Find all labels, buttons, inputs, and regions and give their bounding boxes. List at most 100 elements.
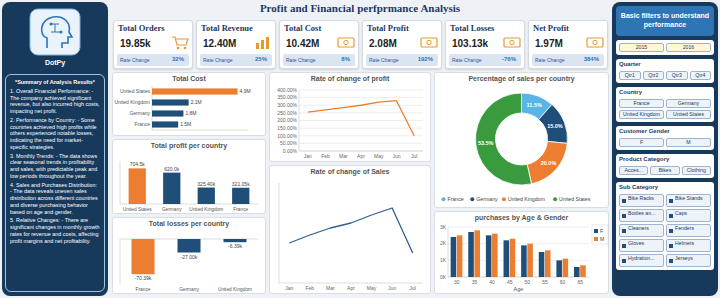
kpi-rate-strip: Rate Change8% [283,54,355,66]
data-label: 20.0% [541,160,557,166]
slicer-option[interactable]: United States [666,110,711,119]
kpi-rate-label: Rate Change [452,57,481,63]
chart-title: Rate of change of Sales [311,168,390,176]
bar [178,239,201,253]
slicer-option[interactable]: Bike Stands [666,194,711,207]
slicer-option[interactable]: Qtr3 [666,71,688,80]
option-check [622,244,626,248]
slicer-option[interactable]: Qtr2 [643,71,665,80]
kpi-card: Total Cost10.42MRate Change8% [279,20,359,69]
slicer: Quarter Qtr1Qtr2Qtr3 Qtr4 [616,59,714,83]
kpi-title: Total Orders [118,23,165,33]
slicer-option[interactable]: Bike Racks [619,194,664,207]
bar [152,110,183,116]
kpi-icon [586,35,604,50]
slicer-label: Sub Category [619,184,658,190]
slicer-option[interactable]: Fenders [666,224,711,237]
slicer-option[interactable]: Bikes [650,166,679,175]
legend-swatch [470,197,474,201]
tick-label: United Kingdom [189,207,223,212]
slicer-option[interactable]: Hydration... [619,254,664,267]
grid-line [299,112,423,113]
grid-line [299,143,423,144]
line [308,101,414,136]
grid-line [299,120,423,121]
dashboard: Profit and Financial perfprmance Analysi… [0,0,720,298]
tick-label: 40 [489,279,495,285]
data-label: 1.8M [185,110,196,116]
icon-cart [172,37,188,45]
slicer-option[interactable]: M [666,138,711,147]
data-label: -27.00k [181,254,198,260]
bar [492,234,498,277]
slicer-option[interactable]: Jerseys [666,254,711,267]
slicer-option[interactable]: Gloves [619,239,664,252]
option-text: Bikes [652,167,677,174]
slicer-option[interactable]: 2016 [666,43,711,52]
bar [451,237,457,277]
slicer: 2015 2016 [616,40,714,55]
slicer-option[interactable]: Clothing [682,166,711,175]
tick-label: 55 [542,279,548,285]
kpi-value: 103.13k [452,38,488,49]
slicer-option[interactable]: Caps [666,209,711,222]
bar [521,245,527,277]
kpi-icon [337,35,355,50]
slice [475,93,531,185]
slicer-option[interactable]: France [619,99,664,108]
bar [510,239,516,277]
grid-line [448,227,589,228]
kpi-icon [171,35,189,50]
slice [527,141,567,183]
kpi-rate-strip: Rate Change25% [200,54,272,66]
tick-label: 30 [454,279,460,285]
slicer-option[interactable]: Helmets [666,239,711,252]
chart: purchases by Age & Gender0K1K2K3K3035404… [434,211,609,294]
slicer-option[interactable]: United Kingdom [619,110,664,119]
bar [563,259,569,277]
slicer-option[interactable]: Cleaners [619,224,664,237]
option-text: F [621,139,662,146]
data-label: -70.39k [135,275,152,281]
logo-circuit [51,24,61,32]
logo-text: DotPy [2,59,108,66]
tick-label: France [134,121,150,127]
axis-line [120,239,121,284]
slicer-option[interactable]: Acces... [619,166,648,175]
chart-title: Total losses per country [149,220,229,228]
tick-label: May [367,285,377,291]
kpi-rate: 192% [418,56,433,62]
slicer-option[interactable]: Qtr4 [690,71,712,80]
slicer-option[interactable]: Qtr1 [619,71,641,80]
tick-label: Germany [162,207,182,212]
icon-note [421,38,437,47]
option-text: 2016 [668,44,709,51]
option-text: Qtr3 [668,72,686,79]
slicer-label: Quarter [619,61,641,67]
data-label: 321.05k [232,181,250,187]
bar [580,265,586,277]
slicer-option[interactable]: Germany [666,99,711,108]
slicer-option[interactable]: F [619,138,664,147]
bar [152,88,238,94]
tick-label: 60 [560,279,566,285]
option-text: Hydration... [628,255,662,266]
icon-note [504,38,520,47]
legend-label: M [600,236,604,242]
plot-marks [308,101,414,136]
chart-title: Total Cost [172,75,206,82]
tick-label: 1K [440,257,447,263]
tick-label: 0K [440,274,447,280]
icon-coin [593,40,597,44]
slicer-option[interactable]: 2015 [619,43,664,52]
data-label: -6.39k [228,243,242,249]
tick-label: United Kingdom [114,99,150,105]
icon-coin [510,40,514,44]
legend-swatch [594,237,598,241]
slicer-option[interactable]: Bottles an... [619,209,664,222]
kpi-rate: 384% [584,56,599,62]
tick-label: 400.00% [277,87,297,93]
option-check [622,199,626,203]
chart: Total CostUnited States4.9MUnited Kingdo… [112,72,266,136]
axis-line [299,90,300,151]
